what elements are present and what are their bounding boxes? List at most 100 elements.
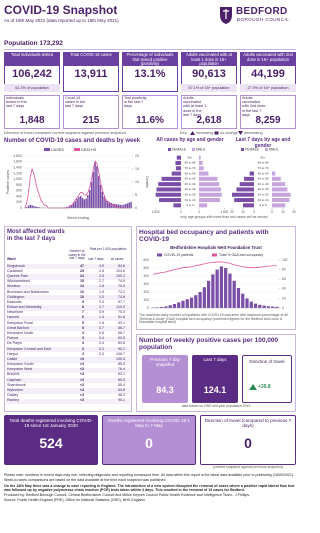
case-bar [79,195,82,208]
rate-direction-label: Direction of travel [249,359,285,364]
case-bar [106,200,109,208]
page-subtitle: As of 19th May 2021 (data reported up to… [4,18,119,23]
age-label: 80 to 89 [258,161,269,165]
key-label: Key: [180,131,188,135]
ward-name: Elstow and Stewartby [7,305,42,310]
case-bar [81,197,84,208]
case-bar [70,204,73,208]
y-tick-label: 1,800 [13,154,22,158]
age-label: 30 to 39 [258,187,269,191]
deaths-line [24,160,132,209]
age-bar [159,198,181,203]
row-band [6,336,130,342]
case-bar [124,203,127,208]
y-tick-label: 100 [143,298,149,302]
rate-last-box [192,355,238,403]
ward-name: Kingsbrook [7,263,25,268]
deaths-box [102,415,196,465]
column-header: all cases [110,257,124,261]
ward-name: Sharnbrook [7,382,26,387]
kpi-label: Adults vaccinated with 2nd dose in the l… [242,96,266,117]
age-bar [175,166,181,171]
x-tick-label: 0 [253,210,255,214]
logo-subtext: BOROUGH COUNCIL [237,17,290,22]
kpi-label: Covid-19 cases in the last 7 days [65,96,86,109]
case-bar [103,196,105,208]
kpi-value: 215 [82,115,100,126]
logo-crest [220,7,232,24]
legend-swatch [241,148,244,151]
case-bar [97,176,100,208]
age-bar [244,176,254,181]
age-bar [171,171,181,176]
case-bar [85,198,87,208]
x-tick-label: 10 [281,210,285,214]
case-bar [74,201,77,208]
key-increasing: increasing [196,131,214,135]
case-bar [87,195,89,208]
kpi-label: Adults vaccinated with at least 1 dose i… [181,52,237,66]
ward-rate-all: 110.0 [116,305,125,310]
footer-line: Please note: numbers in recent days may … [4,473,295,477]
patients-bar [202,287,206,308]
ward-name: Kempston South [7,362,34,367]
ward-name: Clapham [7,377,22,382]
kpi-value: 8,259 [255,115,281,126]
ward-rate-all: 97.7 [118,299,125,304]
key-decreasing: decreasing [244,131,263,135]
ward-cases: <3 [79,388,84,393]
y2-tick-label: 0 [282,306,284,310]
kpi-label: Percentage of individuals that tested po… [122,52,178,66]
age-bar [176,155,181,160]
row-band [6,305,130,311]
legend-swatch [157,253,162,257]
patients-bar [168,305,172,308]
age-label: 60 to 69 [185,171,196,175]
y-tick-label: 1,200 [13,171,22,175]
x-tick-label: 1,500 [220,210,228,214]
age-bar [243,203,254,208]
kpi-box [181,95,237,129]
legend-label: MALE [269,148,279,152]
footer-line: On the 18th May there was a change to ca… [4,483,295,492]
patients-bar [206,280,211,308]
footer-line: Produced by: Bedford Borough Council, Ce… [4,493,251,498]
ward-name: Castle [7,356,18,361]
ward-name: Kempston West [7,367,33,372]
ward-rate-7day: 0.7 [99,325,104,330]
ward-cases: 9 [82,299,84,304]
ward-cases: <3 [79,362,84,367]
case-bar [78,197,80,208]
ward-rate-7day: 0.3 [99,351,104,356]
age-label: 30 to 39 [185,187,196,191]
kpi-box [63,95,119,129]
patients-bar [189,297,194,308]
y2-tick-label: 5 [135,193,137,197]
age-label: 40 to 49 [258,182,269,186]
kpi-label: Adults vaccinated with at least 1 dose i… [183,96,207,117]
ward-rate-all: 54.8 [118,388,125,393]
case-bar [96,166,98,208]
case-bar [94,161,96,208]
age-label: 70 to 79 [258,166,269,170]
age-bar [272,187,288,192]
row-band [6,274,130,280]
column-header: Ward [7,257,16,261]
kpi-label: Adults vaccinated with 2nd dose in 16+ p… [240,52,296,66]
age-bar [234,198,254,203]
ward-cases: <3 [79,377,84,382]
age-label: 10 to 19 [185,198,196,202]
patients-bar [249,301,253,308]
ward-name: Goldington [7,294,25,299]
ward-rate-7day: 2.6 [99,268,104,273]
ward-cases: 47 [80,263,84,268]
legend-label: MALE [196,148,206,152]
age-bar [239,182,254,187]
x-tick-label: 0 [271,210,273,214]
age-label: 0 to 9 [259,203,267,207]
y2-tick-label: 15 [135,167,139,171]
age-label: 80 to 89 [185,161,196,165]
legend-swatch [74,148,80,151]
y-tick-label: 500 [143,266,149,270]
